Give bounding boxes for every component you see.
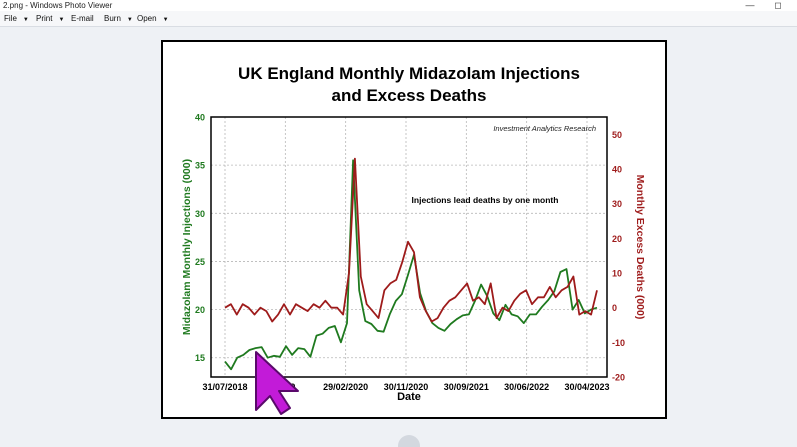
injections-series-line [224,159,598,371]
chart-annotation: Injections lead deaths by one month [412,195,559,205]
chevron-down-icon: ▼ [58,17,65,23]
chart-grid [211,116,607,377]
menu-open-label: Open [137,14,157,23]
y-left-tick-label: 30 [195,209,205,219]
y-left-tick-label: 40 [195,113,205,123]
y-right-tick-label: 10 [612,269,622,279]
menu-print-label: Print [36,14,53,23]
menu-bar: File ▼ Print ▼ E-mail Burn ▼ Open ▼ [0,11,797,27]
menu-burn-label: Burn [104,14,121,23]
y-right-tick-label: 30 [612,199,622,209]
y-right-tick-label: -20 [612,373,625,383]
chart-title-line2: and Excess Deaths [332,86,487,105]
y-right-tick-label: 0 [612,303,617,313]
chart-title: UK England Monthly Midazolam Injections [238,64,580,83]
chart-series [224,157,598,371]
y-axis-left-label: Midazolam Monthly Injections (000) [181,159,193,335]
restore-button[interactable]: ◻ [774,0,782,10]
menu-file-label: File [4,14,17,23]
x-axis-label: Date [397,391,421,403]
y-axis-right-label: Monthly Excess Deaths (000) [634,175,646,320]
y-right-tick-label: -10 [612,338,625,348]
chevron-down-icon: ▼ [22,17,29,23]
y-left-tick-label: 35 [195,161,205,171]
chart-svg: UK England Monthly Midazolam Injections … [181,64,646,403]
y-left-tick-label: 20 [195,305,205,315]
menu-print[interactable]: Print ▼ [36,11,64,28]
y-left-tick-label: 25 [195,257,205,267]
menu-email[interactable]: E-mail [71,11,94,26]
x-tick-label: 30/06/2022 [504,382,549,392]
window-title: 2.png - Windows Photo Viewer [3,1,113,10]
plot-area-border [210,116,608,378]
menu-file[interactable]: File ▼ [4,11,29,28]
x-tick-label: 31/07/2018 [202,382,247,392]
x-tick-label: 30/11/2020 [384,382,429,392]
chart-image: UK England Monthly Midazolam Injections … [161,40,667,419]
status-bar [0,433,797,443]
minimize-button[interactable]: — [745,0,755,10]
y-right-tick-label: 50 [612,130,622,140]
chart-source-label: Investment Analytics Research [493,124,596,133]
menu-open[interactable]: Open ▼ [137,11,169,28]
y-right-tick-label: 40 [612,165,622,175]
x-tick-label: 30/09/2021 [444,382,489,392]
mouse-cursor-icon [255,351,299,415]
chart-tick-labels: 15 20 25 30 35 40 -20 -10 0 10 20 30 40 50 31/07/2018 2… [195,113,625,393]
x-tick-label: 29/02/2020 [323,382,368,392]
y-left-tick-label: 15 [195,353,205,363]
y-right-tick-label: 20 [612,234,622,244]
x-tick-label: 30/04/2023 [564,382,609,392]
chevron-down-icon: ▼ [126,17,133,23]
chevron-down-icon: ▼ [162,17,169,23]
title-bar: 2.png - Windows Photo Viewer — ◻ [0,0,797,11]
menu-burn[interactable]: Burn ▼ [104,11,133,28]
excess-deaths-series-line [224,157,598,323]
menu-email-label: E-mail [71,14,94,23]
